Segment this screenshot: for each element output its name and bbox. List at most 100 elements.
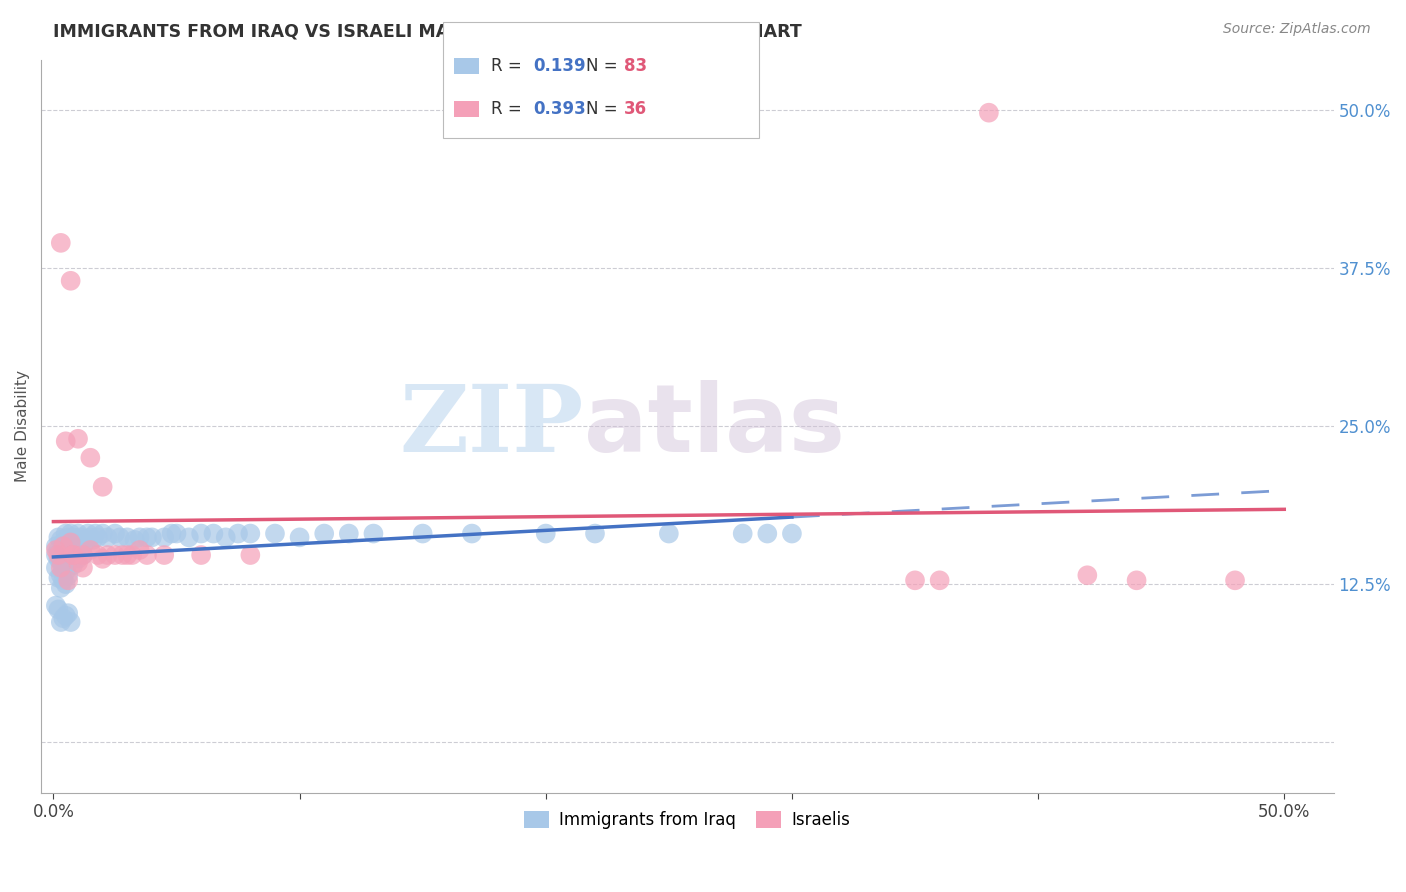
Immigrants from Iraq [49, 545, 72, 559]
Immigrants from Iraq [128, 530, 150, 544]
Israelis [87, 548, 110, 562]
Immigrants from Iraq [49, 533, 72, 547]
Immigrants from Iraq [264, 526, 287, 541]
Immigrants from Iraq [67, 539, 90, 553]
Immigrants from Iraq [62, 545, 84, 559]
Immigrants from Iraq [166, 526, 188, 541]
Immigrants from Iraq [55, 565, 77, 579]
Immigrants from Iraq [288, 530, 311, 544]
Israelis [1223, 574, 1246, 588]
Immigrants from Iraq [153, 530, 176, 544]
Immigrants from Iraq [55, 526, 77, 541]
Israelis [49, 560, 72, 574]
Immigrants from Iraq [59, 539, 82, 553]
Israelis [190, 548, 212, 562]
Israelis [59, 535, 82, 549]
Immigrants from Iraq [84, 526, 107, 541]
Israelis [55, 434, 77, 449]
Israelis [46, 548, 69, 562]
Israelis [62, 548, 84, 562]
Israelis [62, 548, 84, 562]
Immigrants from Iraq [177, 530, 200, 544]
Immigrants from Iraq [56, 606, 79, 620]
Immigrants from Iraq [91, 526, 114, 541]
Israelis [111, 548, 134, 562]
Immigrants from Iraq [55, 539, 77, 553]
Immigrants from Iraq [363, 526, 385, 541]
Text: atlas: atlas [583, 380, 845, 472]
Immigrants from Iraq [49, 556, 72, 570]
Immigrants from Iraq [59, 615, 82, 629]
Immigrants from Iraq [49, 615, 72, 629]
Immigrants from Iraq [62, 558, 84, 573]
Immigrants from Iraq [104, 526, 127, 541]
Text: N =: N = [586, 100, 623, 119]
Immigrants from Iraq [124, 533, 146, 547]
Legend: Immigrants from Iraq, Israelis: Immigrants from Iraq, Israelis [517, 804, 856, 836]
Israelis [79, 450, 101, 465]
Israelis [121, 548, 143, 562]
Immigrants from Iraq [82, 533, 104, 547]
Immigrants from Iraq [72, 548, 94, 562]
Immigrants from Iraq [108, 530, 131, 544]
Immigrants from Iraq [79, 530, 101, 544]
Immigrants from Iraq [56, 530, 79, 544]
Immigrants from Iraq [215, 530, 238, 544]
Immigrants from Iraq [59, 551, 82, 566]
Israelis [1076, 568, 1098, 582]
Immigrants from Iraq [52, 548, 75, 562]
Israelis [67, 556, 90, 570]
Immigrants from Iraq [72, 533, 94, 547]
Immigrants from Iraq [55, 551, 77, 566]
Israelis [104, 548, 127, 562]
Immigrants from Iraq [46, 571, 69, 585]
Immigrants from Iraq [46, 602, 69, 616]
Immigrants from Iraq [75, 535, 97, 549]
Israelis [79, 543, 101, 558]
Text: R =: R = [491, 57, 527, 75]
Immigrants from Iraq [52, 611, 75, 625]
Immigrants from Iraq [314, 526, 336, 541]
Israelis [59, 274, 82, 288]
Immigrants from Iraq [77, 526, 100, 541]
Immigrants from Iraq [62, 530, 84, 544]
Text: Source: ZipAtlas.com: Source: ZipAtlas.com [1223, 22, 1371, 37]
Text: 83: 83 [624, 57, 647, 75]
Immigrants from Iraq [46, 530, 69, 544]
Immigrants from Iraq [65, 535, 87, 549]
Immigrants from Iraq [87, 530, 110, 544]
Immigrants from Iraq [337, 526, 360, 541]
Y-axis label: Male Disability: Male Disability [15, 370, 30, 483]
Immigrants from Iraq [45, 539, 67, 553]
Text: 0.393: 0.393 [533, 100, 586, 119]
Israelis [1125, 574, 1147, 588]
Israelis [128, 543, 150, 558]
Immigrants from Iraq [45, 599, 67, 613]
Israelis [91, 551, 114, 566]
Immigrants from Iraq [67, 551, 90, 566]
Immigrants from Iraq [658, 526, 681, 541]
Immigrants from Iraq [412, 526, 434, 541]
Israelis [91, 480, 114, 494]
Immigrants from Iraq [136, 530, 159, 544]
Immigrants from Iraq [160, 526, 183, 541]
Israelis [153, 548, 176, 562]
Immigrants from Iraq [141, 530, 163, 544]
Israelis [117, 548, 139, 562]
Immigrants from Iraq [56, 556, 79, 570]
Text: 0.139: 0.139 [533, 57, 585, 75]
Israelis [97, 548, 120, 562]
Immigrants from Iraq [46, 551, 69, 566]
Immigrants from Iraq [52, 560, 75, 574]
Israelis [49, 235, 72, 250]
Immigrants from Iraq [69, 530, 91, 544]
Immigrants from Iraq [56, 568, 79, 582]
Immigrants from Iraq [55, 577, 77, 591]
Text: ZIP: ZIP [399, 381, 583, 471]
Immigrants from Iraq [97, 530, 120, 544]
Immigrants from Iraq [49, 568, 72, 582]
Text: 36: 36 [624, 100, 647, 119]
Immigrants from Iraq [59, 526, 82, 541]
Immigrants from Iraq [239, 526, 262, 541]
Immigrants from Iraq [49, 581, 72, 595]
